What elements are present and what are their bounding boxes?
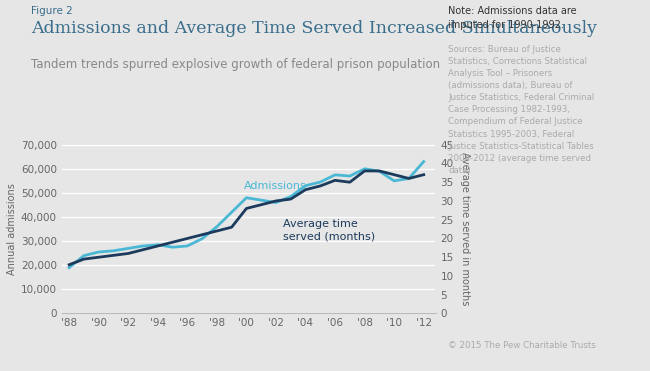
- Text: Sources: Bureau of Justice
Statistics, Corrections Statistical
Analysis Tool – P: Sources: Bureau of Justice Statistics, C…: [448, 45, 595, 175]
- Text: Tandem trends spurred explosive growth of federal prison population: Tandem trends spurred explosive growth o…: [31, 58, 440, 70]
- Text: Note: Admissions data are: Note: Admissions data are: [448, 6, 577, 16]
- Y-axis label: Annual admissions: Annual admissions: [6, 183, 17, 275]
- Text: Admissions and Average Time Served Increased Simultaneously: Admissions and Average Time Served Incre…: [31, 20, 597, 37]
- Text: Average time
served (months): Average time served (months): [283, 219, 376, 242]
- Text: © 2015 The Pew Charitable Trusts: © 2015 The Pew Charitable Trusts: [448, 341, 596, 350]
- Text: Figure 2: Figure 2: [31, 6, 73, 16]
- Y-axis label: Average time served in months: Average time served in months: [460, 152, 471, 306]
- Text: imputed for 1990-1992.: imputed for 1990-1992.: [448, 20, 564, 30]
- Text: Admissions: Admissions: [244, 181, 306, 191]
